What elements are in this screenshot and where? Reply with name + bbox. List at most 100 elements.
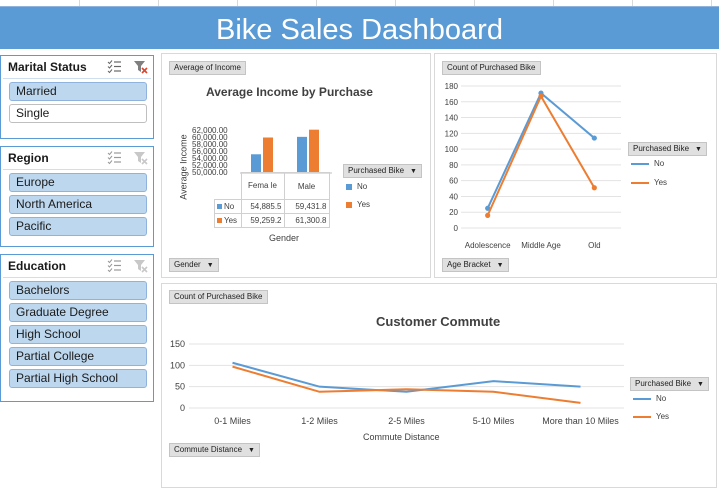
clear-filter-icon[interactable]	[133, 59, 149, 75]
legend-swatch-yes	[217, 218, 222, 223]
legend-field-button[interactable]: Purchased Bike ▼	[630, 377, 709, 391]
age-chart-panel[interactable]: Count of Purchased Bike 0 20 40 60 80 100 120 1…	[434, 53, 717, 278]
y-tick-label: 100	[170, 360, 185, 370]
y-tick-label: 80	[449, 161, 458, 170]
value-field-button[interactable]: Count of Purchased Bike	[169, 290, 268, 304]
dashboard-title-bar: Bike Sales Dashboard	[0, 6, 719, 49]
point-yes	[538, 93, 544, 99]
chart-title: Customer Commute	[376, 314, 501, 329]
clear-filter-icon[interactable]	[133, 150, 149, 166]
y-tick-label: 160	[445, 98, 459, 107]
slicer-marital-status: Marital Status Married Single	[0, 55, 154, 139]
bar-yes-male	[309, 129, 319, 173]
table-cell: 59,431.8	[283, 199, 330, 214]
multi-select-icon[interactable]	[107, 258, 123, 274]
table-header-male: Male	[283, 172, 330, 200]
legend-item-no: No	[633, 394, 666, 403]
legend-item-yes: Yes	[346, 200, 370, 209]
multi-select-icon[interactable]	[107, 150, 123, 166]
y-tick-label: 56,000.00	[192, 147, 228, 156]
x-axis-label: Commute Distance	[363, 432, 440, 442]
x-tick-label: Middle Age	[521, 241, 561, 250]
legend-field-button[interactable]: Purchased Bike ▼	[628, 142, 707, 156]
y-tick-label: 50,000.00	[192, 168, 228, 177]
dashboard-title: Bike Sales Dashboard	[216, 14, 503, 46]
point-no	[591, 135, 597, 141]
y-tick-label: 40	[449, 192, 458, 201]
slicer-item-high-school[interactable]: High School	[9, 325, 147, 344]
slicer-title: Region	[8, 151, 49, 165]
legend-item-yes: Yes	[633, 412, 669, 421]
table-cell: 54,885.5	[240, 199, 285, 214]
y-tick-label: 60	[449, 177, 458, 186]
slicer-title: Education	[8, 259, 67, 273]
slicer-header: Marital Status	[3, 56, 151, 79]
bar-yes-female	[263, 137, 273, 173]
y-tick-label: 0	[454, 224, 459, 233]
income-bars	[240, 129, 332, 174]
age-line-chart: 0 20 40 60 80 100 120 140 160 180 Adolescence Middl…	[445, 82, 621, 250]
point-no	[485, 205, 491, 211]
multi-select-icon[interactable]	[107, 59, 123, 75]
data-table: Fema le Male No 54,885.5 59,431.8 Yes 59,259…	[214, 172, 330, 228]
y-tick-label: 54,000.00	[192, 154, 228, 163]
commute-line-chart: 0 50 100 150 0-1 Miles 1-2 Miles 2-5 Miles 5-10…	[170, 339, 624, 426]
y-tick-label: 52,000.00	[192, 161, 228, 170]
x-tick-label: More than 10 Miles	[542, 416, 619, 426]
axis-field-button[interactable]: Age Bracket ▼	[442, 258, 509, 272]
commute-chart-panel[interactable]: Count of Purchased Bike Customer Commute…	[161, 283, 717, 488]
axis-field-button[interactable]: Gender ▼	[169, 258, 219, 272]
value-field-button[interactable]: Count of Purchased Bike	[442, 61, 541, 75]
y-tick-label: 50	[175, 382, 185, 392]
series-line-yes	[486, 94, 596, 216]
x-tick-label: 1-2 Miles	[301, 416, 338, 426]
legend-swatch-no	[217, 204, 222, 209]
y-tick-label: 100	[445, 145, 459, 154]
table-header-female: Fema le	[240, 172, 285, 200]
slicer-item-graduate-degree[interactable]: Graduate Degree	[9, 303, 147, 322]
slicer-item-single[interactable]: Single	[9, 104, 147, 123]
legend-item-no: No	[631, 159, 664, 168]
chart-title: Average Income by Purchase	[206, 85, 373, 99]
legend-item-no: No	[346, 182, 367, 191]
axis-field-button[interactable]: Commute Distance ▼	[169, 443, 260, 457]
table-cell: 61,300.8	[283, 213, 330, 228]
point-yes	[485, 212, 491, 218]
series-line-no	[486, 91, 595, 209]
y-tick-label: 58,000.00	[192, 140, 228, 149]
bar-no-female	[251, 154, 261, 173]
x-tick-label: 2-5 Miles	[388, 416, 425, 426]
slicer-item-north-america[interactable]: North America	[9, 195, 147, 214]
slicer-header: Region	[3, 147, 151, 170]
slicer-item-pacific[interactable]: Pacific	[9, 217, 147, 236]
slicer-item-partial-high-school[interactable]: Partial High School	[9, 369, 147, 388]
series-line-no	[232, 361, 581, 393]
slicer-region: Region Europe North America Pacific	[0, 146, 154, 247]
slicer-item-europe[interactable]: Europe	[9, 173, 147, 192]
slicer-item-bachelors[interactable]: Bachelors	[9, 281, 147, 300]
legend-item-yes: Yes	[631, 178, 667, 187]
y-tick-label: 150	[170, 339, 185, 349]
slicer-item-partial-college[interactable]: Partial College	[9, 347, 147, 366]
y-tick-label: 0	[180, 403, 185, 413]
y-tick-label: 60,000.00	[192, 133, 228, 142]
income-chart-panel[interactable]: Average of Income Average Income by Purc…	[161, 53, 431, 278]
slicer-item-married[interactable]: Married	[9, 82, 147, 101]
x-tick-label: Adolescence	[465, 241, 511, 250]
clear-filter-icon[interactable]	[133, 258, 149, 274]
x-tick-label: Old	[588, 241, 600, 250]
value-field-button[interactable]: Average of Income	[169, 61, 247, 75]
table-row-label: Yes	[214, 213, 242, 228]
table-row-label: No	[214, 199, 242, 214]
y-tick-label: 120	[445, 129, 459, 138]
y-tick-label: 140	[445, 114, 459, 123]
point-yes	[591, 185, 597, 191]
x-tick-label: 0-1 Miles	[214, 416, 251, 426]
table-cell: 59,259.2	[240, 213, 285, 228]
slicer-header: Education	[3, 255, 151, 278]
legend-field-button[interactable]: Purchased Bike ▼	[343, 164, 422, 178]
y-tick-label: 20	[449, 208, 458, 217]
y-tick-label: 62,000.00	[192, 126, 228, 135]
bar-no-male	[297, 136, 307, 173]
y-axis-label: Average Income	[178, 134, 189, 200]
